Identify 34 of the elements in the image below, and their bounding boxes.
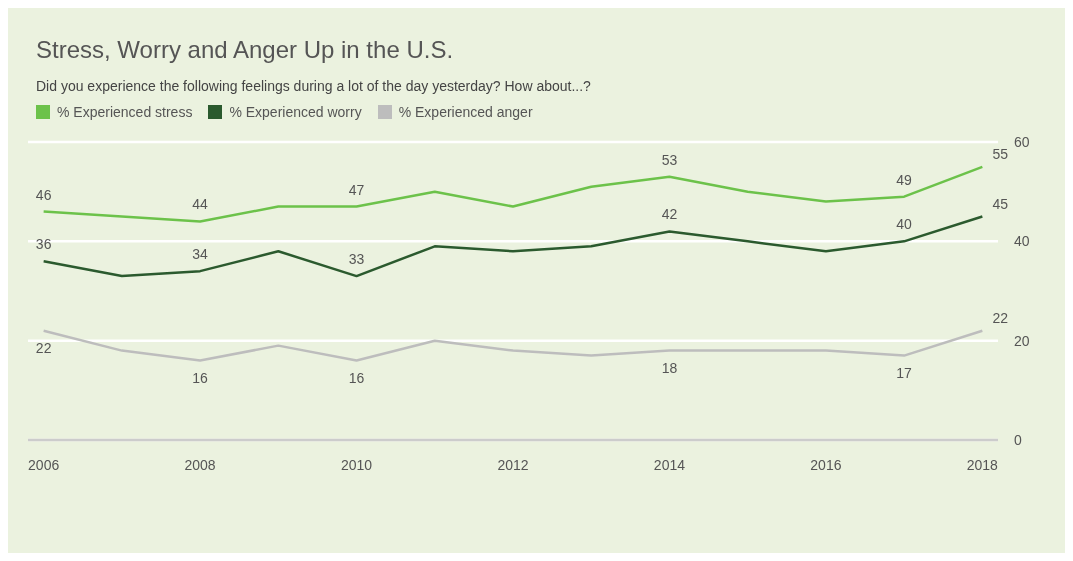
data-label: 16 — [348, 369, 365, 386]
data-label: 45 — [992, 195, 1009, 212]
data-label: 49 — [896, 171, 913, 188]
data-label: 34 — [192, 246, 209, 263]
legend-label: % Experienced stress — [56, 104, 193, 120]
data-label: 47 — [348, 181, 365, 198]
y-tick-label: 60 — [1014, 133, 1030, 150]
data-label: 36 — [35, 236, 52, 253]
data-label: 40 — [896, 216, 913, 233]
data-label: 53 — [661, 151, 678, 168]
chart-title: Stress, Worry and Anger Up in the U.S. — [36, 36, 455, 64]
x-tick-label: 2014 — [653, 456, 686, 473]
chart-subtitle: Did you experience the following feelings during a lot of the day yesterday? How about...? — [36, 78, 592, 94]
data-label: 33 — [348, 251, 365, 268]
legend-label: % Experienced anger — [397, 104, 533, 120]
x-tick-label: 2012 — [497, 456, 529, 473]
y-tick-label: 40 — [1014, 233, 1030, 250]
data-label: 22 — [35, 339, 52, 356]
x-tick-label: 2006 — [28, 456, 60, 473]
data-label: 22 — [992, 309, 1009, 326]
data-label: 17 — [896, 364, 913, 381]
y-tick-label: 0 — [1014, 431, 1022, 448]
x-tick-label: 2008 — [184, 456, 216, 473]
data-label: 18 — [661, 359, 678, 376]
data-label: 16 — [192, 369, 209, 386]
data-label: 55 — [992, 145, 1009, 162]
data-label: 44 — [192, 196, 209, 213]
x-tick-label: 2016 — [810, 456, 842, 473]
legend-label: % Experienced worry — [228, 104, 362, 120]
data-label: 42 — [661, 206, 678, 223]
x-tick-label: 2018 — [966, 456, 999, 473]
y-tick-label: 20 — [1014, 332, 1030, 349]
x-tick-label: 2010 — [340, 456, 373, 473]
data-label: 46 — [35, 186, 52, 203]
